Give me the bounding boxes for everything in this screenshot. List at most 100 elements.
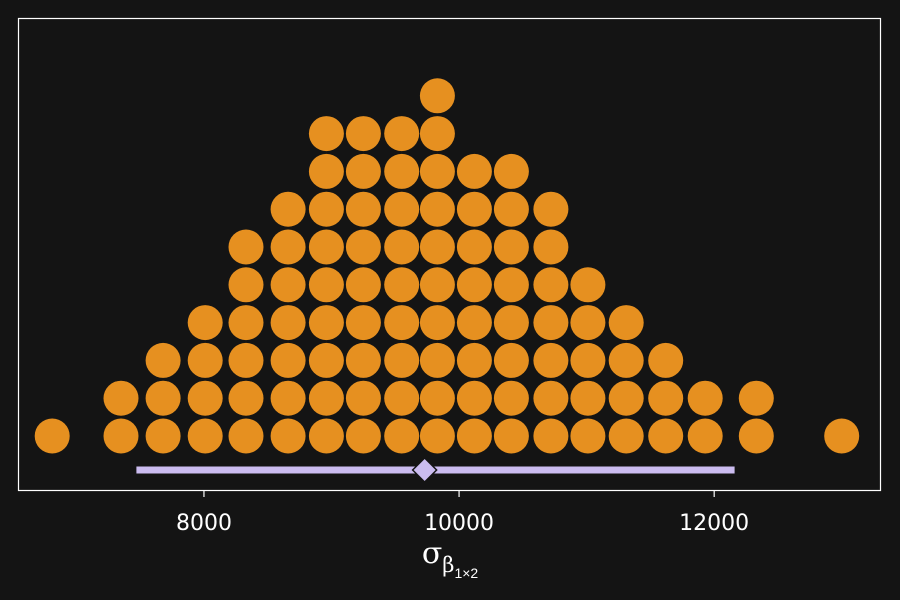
dot [308, 153, 344, 189]
dot [533, 191, 569, 227]
dot [456, 380, 492, 416]
dot [419, 380, 455, 416]
dot [493, 342, 529, 378]
x-tick-label: 8000 [176, 511, 232, 536]
dot [270, 305, 306, 341]
dot [308, 305, 344, 341]
dot [270, 267, 306, 303]
x-axis-title-subscript: β [442, 553, 454, 577]
dot [187, 418, 223, 454]
dot [34, 418, 70, 454]
dot [345, 380, 381, 416]
x-axis-title-symbol: σ [422, 536, 442, 571]
x-axis-title-sub-subscript: 1×2 [454, 565, 478, 581]
dot [384, 380, 420, 416]
dot [738, 380, 774, 416]
dot [570, 305, 606, 341]
dot [228, 229, 264, 265]
dot [456, 191, 492, 227]
dot [270, 418, 306, 454]
dot [608, 380, 644, 416]
dot [145, 342, 181, 378]
dot [345, 418, 381, 454]
dot [228, 380, 264, 416]
dot [384, 116, 420, 152]
dot [419, 116, 455, 152]
dot [687, 418, 723, 454]
dot [456, 342, 492, 378]
dot [270, 342, 306, 378]
dot [228, 342, 264, 378]
dot [384, 191, 420, 227]
dot [419, 267, 455, 303]
dot [533, 380, 569, 416]
x-axis-title: σβ1×2 [422, 536, 479, 581]
dot [419, 342, 455, 378]
dot [533, 229, 569, 265]
dot [456, 229, 492, 265]
dot [570, 267, 606, 303]
x-axis: 8000 10000 12000 [176, 491, 749, 536]
dot [570, 418, 606, 454]
dot [145, 380, 181, 416]
dot [345, 267, 381, 303]
dot [308, 191, 344, 227]
dot [419, 229, 455, 265]
dot [308, 342, 344, 378]
dot [187, 380, 223, 416]
dot [493, 229, 529, 265]
dot [493, 153, 529, 189]
dot [533, 267, 569, 303]
dot [456, 153, 492, 189]
dot [419, 78, 455, 114]
dot [187, 342, 223, 378]
dot [103, 418, 139, 454]
dot [608, 418, 644, 454]
point-estimate-diamond [411, 456, 438, 484]
dot [533, 342, 569, 378]
panel-border [17, 17, 882, 492]
dot [270, 191, 306, 227]
dot [145, 418, 181, 454]
dot [648, 342, 684, 378]
dot [270, 380, 306, 416]
dot [345, 342, 381, 378]
dot [493, 267, 529, 303]
dot [533, 305, 569, 341]
dot [384, 342, 420, 378]
dot [570, 380, 606, 416]
dot [308, 380, 344, 416]
dot [608, 305, 644, 341]
dot [345, 153, 381, 189]
dot [419, 153, 455, 189]
dot [228, 418, 264, 454]
dot [456, 267, 492, 303]
dot [493, 380, 529, 416]
dot [345, 229, 381, 265]
dot [738, 418, 774, 454]
dot [456, 305, 492, 341]
dot [308, 418, 344, 454]
dot [345, 305, 381, 341]
x-tick-label: 10000 [424, 511, 494, 536]
dot [345, 116, 381, 152]
dot [384, 153, 420, 189]
dot [345, 191, 381, 227]
x-tick-label: 12000 [679, 511, 749, 536]
dot [308, 229, 344, 265]
dot [570, 342, 606, 378]
interval-layer [136, 456, 735, 484]
dot [103, 380, 139, 416]
dot [384, 305, 420, 341]
dot [687, 380, 723, 416]
dot [419, 418, 455, 454]
dot [493, 305, 529, 341]
dot [493, 418, 529, 454]
dot [493, 191, 529, 227]
dot [533, 418, 569, 454]
dot [228, 267, 264, 303]
dot [228, 305, 264, 341]
dot [308, 116, 344, 152]
dot [419, 191, 455, 227]
